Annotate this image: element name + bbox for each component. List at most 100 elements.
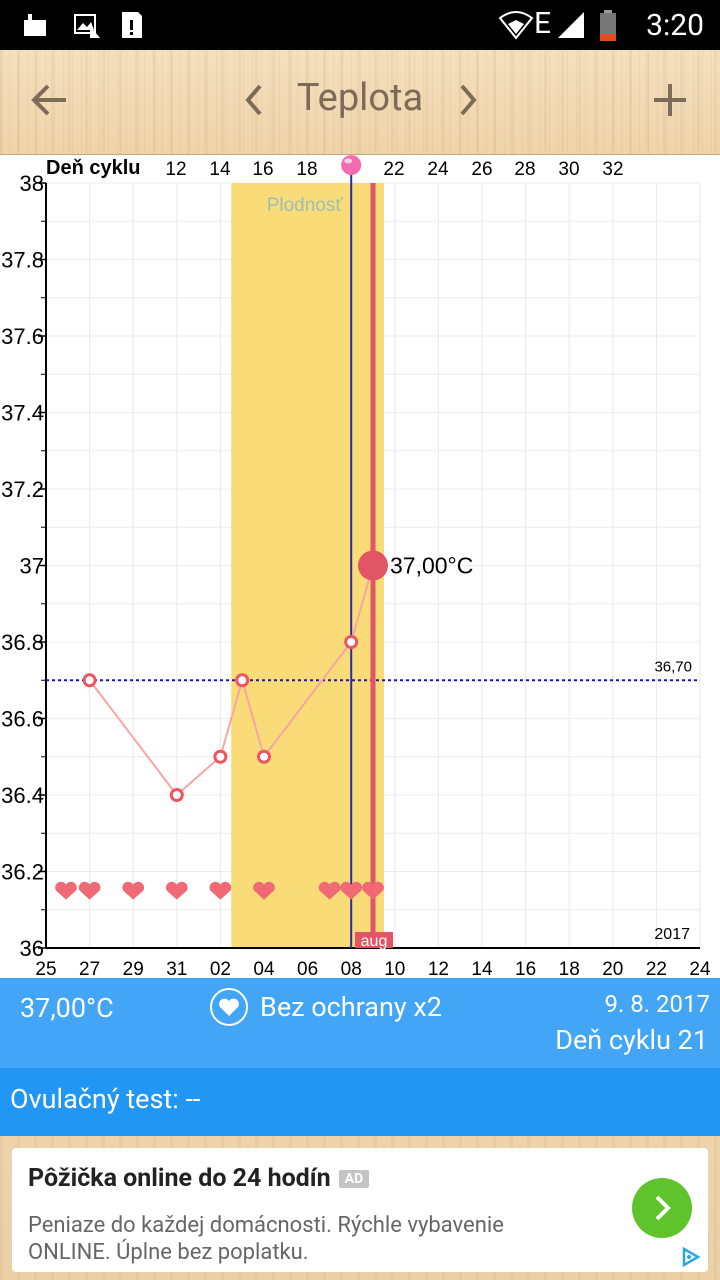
top-tick-label: 26 <box>471 159 492 180</box>
heart-icon <box>210 988 248 1026</box>
heart-icon <box>362 881 384 900</box>
ad-headline-text: Pôžička online do 24 hodín <box>28 1164 331 1193</box>
x-tick-label: 25 <box>35 959 56 980</box>
chart-canvas[interactable]: Plodnosť 38 37.8 37.6 37.4 37.2 37 36.8 36.6 36.… <box>0 155 720 980</box>
temperature-point <box>82 673 97 688</box>
heart-icon <box>209 881 232 900</box>
current-value-label: 37,00°C <box>390 553 473 579</box>
signal-icon <box>558 12 584 38</box>
current-point <box>358 550 388 581</box>
x-tick-label: 02 <box>210 959 231 980</box>
heart-icon <box>122 881 145 900</box>
back-arrow-icon[interactable] <box>30 80 70 120</box>
y-tick-label: 38 <box>20 171 44 196</box>
temperature-series <box>82 550 388 802</box>
page-title: Teplota <box>296 76 424 120</box>
year-label: 2017 <box>654 926 690 943</box>
heart-icon <box>253 881 275 900</box>
top-tick-label: 18 <box>296 159 317 180</box>
ovulation-test-label: Ovulačný test: -- <box>10 1083 201 1115</box>
ovulation-marker-icon <box>341 155 362 175</box>
x-tick-label: 29 <box>123 959 144 980</box>
month-badge <box>355 932 393 948</box>
y-tick-label: 36.2 <box>1 860 44 885</box>
chevron-right-icon[interactable] <box>456 82 480 118</box>
y-tick-label: 36.4 <box>1 783 44 808</box>
ad-headline[interactable]: Pôžička online do 24 hodín AD <box>28 1164 370 1193</box>
y-tick-label: 37.6 <box>1 324 44 349</box>
y-tick-label: 37.8 <box>1 248 44 273</box>
top-tick-label: 22 <box>383 159 404 180</box>
x-tick-label: 14 <box>471 959 493 980</box>
heart-icon <box>55 881 77 900</box>
temperature-point <box>235 673 250 688</box>
ad-area: Pôžička online do 24 hodín AD Peniaze do … <box>0 1136 720 1280</box>
temperature-value: 37,00°C <box>20 992 114 1024</box>
ovulation-test-bar[interactable]: Ovulačný test: -- <box>0 1068 720 1136</box>
cycle-day: Deň cyklu 21 <box>555 1024 708 1056</box>
chevron-right-icon <box>655 1195 671 1221</box>
toolbar: Teplota <box>0 50 720 156</box>
x-tick-label: 04 <box>253 959 275 980</box>
selected-date: 9. 8. 2017 <box>604 990 711 1018</box>
temperature-point <box>169 788 184 802</box>
top-axis: Deň cyklu 12 14 16 18 22 24 26 28 30 32 <box>46 157 624 180</box>
y-tick-label: 36.8 <box>1 630 44 655</box>
ad-badge: AD <box>338 1170 370 1189</box>
top-tick-label: 28 <box>514 159 535 180</box>
x-tick-label: 16 <box>515 959 536 980</box>
top-axis-label: Deň cyklu <box>46 157 140 179</box>
heart-icon <box>318 881 341 900</box>
add-icon[interactable] <box>650 80 690 120</box>
x-tick-label: 27 <box>79 959 100 980</box>
temperature-point <box>344 635 359 649</box>
x-axis: 25 27 29 31 02 04 06 08 10 12 14 16 18 20 22 24 <box>35 947 711 980</box>
top-tick-label: 12 <box>165 159 186 180</box>
image-warning-icon <box>74 14 100 38</box>
notification-icon <box>24 14 46 36</box>
month-label: aug <box>361 933 388 950</box>
network-type: E <box>534 6 552 41</box>
x-tick-label: 18 <box>559 959 580 980</box>
top-tick-label: 30 <box>558 159 579 180</box>
heart-icon <box>340 881 363 900</box>
top-tick-label: 14 <box>209 159 231 180</box>
temperature-chart[interactable]: Plodnosť 38 37.8 37.6 37.4 37.2 37 36.8 36.6 36.… <box>0 155 720 980</box>
x-tick-label: 24 <box>689 959 711 980</box>
x-tick-label: 10 <box>384 959 405 980</box>
y-tick-label: 37 <box>20 554 44 579</box>
x-tick-label: 06 <box>297 959 318 980</box>
ad-open-button[interactable] <box>632 1178 692 1238</box>
adchoices-icon[interactable] <box>678 1246 702 1268</box>
x-tick-label: 20 <box>602 959 623 980</box>
temperature-point <box>213 749 228 764</box>
top-tick-label: 16 <box>252 159 273 180</box>
intercourse-info: Bez ochrany x2 <box>210 988 442 1026</box>
coverline-label: 36,70 <box>654 658 692 675</box>
y-tick-label: 37.2 <box>1 477 44 502</box>
intercourse-label: Bez ochrany x2 <box>260 991 442 1023</box>
ad-description: Peniaze do každej domácnosti. Rýchle vyb… <box>28 1213 504 1265</box>
x-tick-label: 08 <box>341 959 362 980</box>
x-tick-label: 22 <box>646 959 667 980</box>
x-tick-label: 12 <box>428 959 449 980</box>
heart-icon <box>165 881 188 900</box>
wifi-icon <box>498 11 534 40</box>
status-bar: E 3:20 <box>0 0 720 50</box>
ad-card[interactable]: Pôžička online do 24 hodín AD Peniaze do … <box>12 1148 708 1272</box>
battery-icon <box>600 10 616 41</box>
y-tick-label: 36.6 <box>1 707 44 732</box>
x-tick-label: 31 <box>166 959 187 980</box>
day-summary[interactable]: 37,00°C Bez ochrany x2 9. 8. 2017 Deň cy… <box>0 978 720 1068</box>
clock: 3:20 <box>646 8 704 43</box>
heart-icon <box>78 881 101 900</box>
top-tick-label: 32 <box>602 159 623 180</box>
temperature-point <box>257 749 271 764</box>
y-tick-label: 37.4 <box>1 401 44 426</box>
chevron-left-icon[interactable] <box>242 82 266 118</box>
y-axis: 38 37.8 37.6 37.4 37.2 37 36.8 36.6 36.4 36.2 36 <box>1 171 47 961</box>
intercourse-markers <box>55 881 384 900</box>
sd-card-alert-icon <box>122 12 142 38</box>
y-tick-label: 36 <box>20 936 44 961</box>
fertility-label: Plodnosť <box>267 195 344 216</box>
